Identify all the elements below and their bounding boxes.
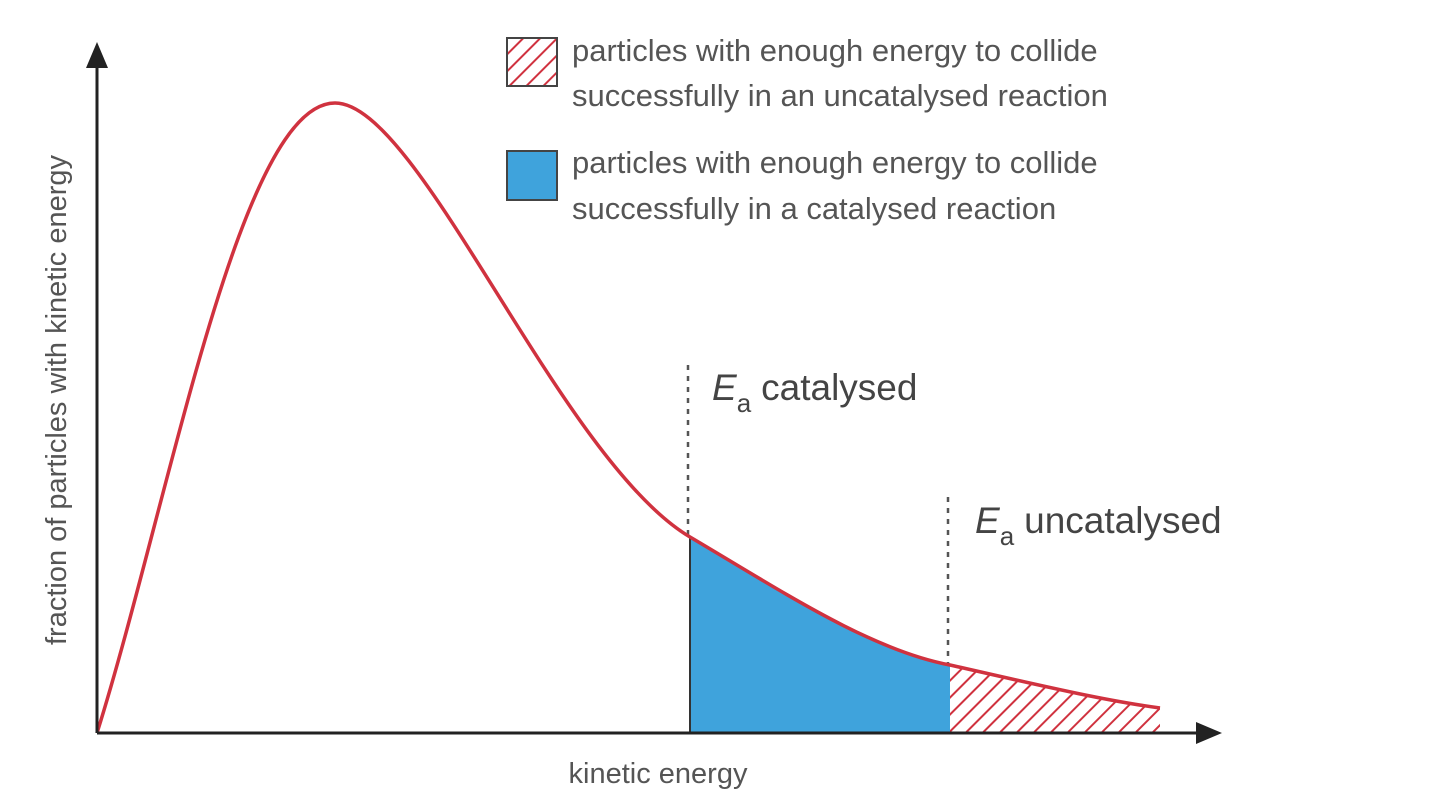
symbol: E (975, 500, 1001, 541)
legend-swatch (506, 150, 558, 201)
symbol: E (712, 367, 738, 408)
legend-text: particles with enough energy to collide (572, 145, 1098, 180)
legend-text: particles with enough energy to collide (572, 33, 1098, 68)
legend-text: successfully in a catalysed reaction (572, 191, 1056, 226)
label: catalysed (761, 367, 917, 408)
x-axis-label: kinetic energy (569, 758, 748, 790)
subscript: a (737, 388, 752, 418)
label: uncatalysed (1024, 500, 1221, 541)
marker-label: Ea catalysed (712, 367, 917, 418)
marker-label: Ea uncatalysed (975, 500, 1222, 551)
uncatalysed-area (950, 400, 1160, 733)
subscript: a (1000, 521, 1015, 551)
shading (690, 400, 1160, 733)
y-axis-label: fraction of particles with kinetic energ… (41, 155, 73, 645)
legend-swatch (506, 37, 558, 87)
legend-text: successfully in an uncatalysed reaction (572, 78, 1108, 113)
x-arrow (1196, 722, 1222, 744)
catalysed-area (690, 400, 950, 733)
distribution-curve (95, 101, 1161, 734)
y-arrow (86, 42, 108, 68)
